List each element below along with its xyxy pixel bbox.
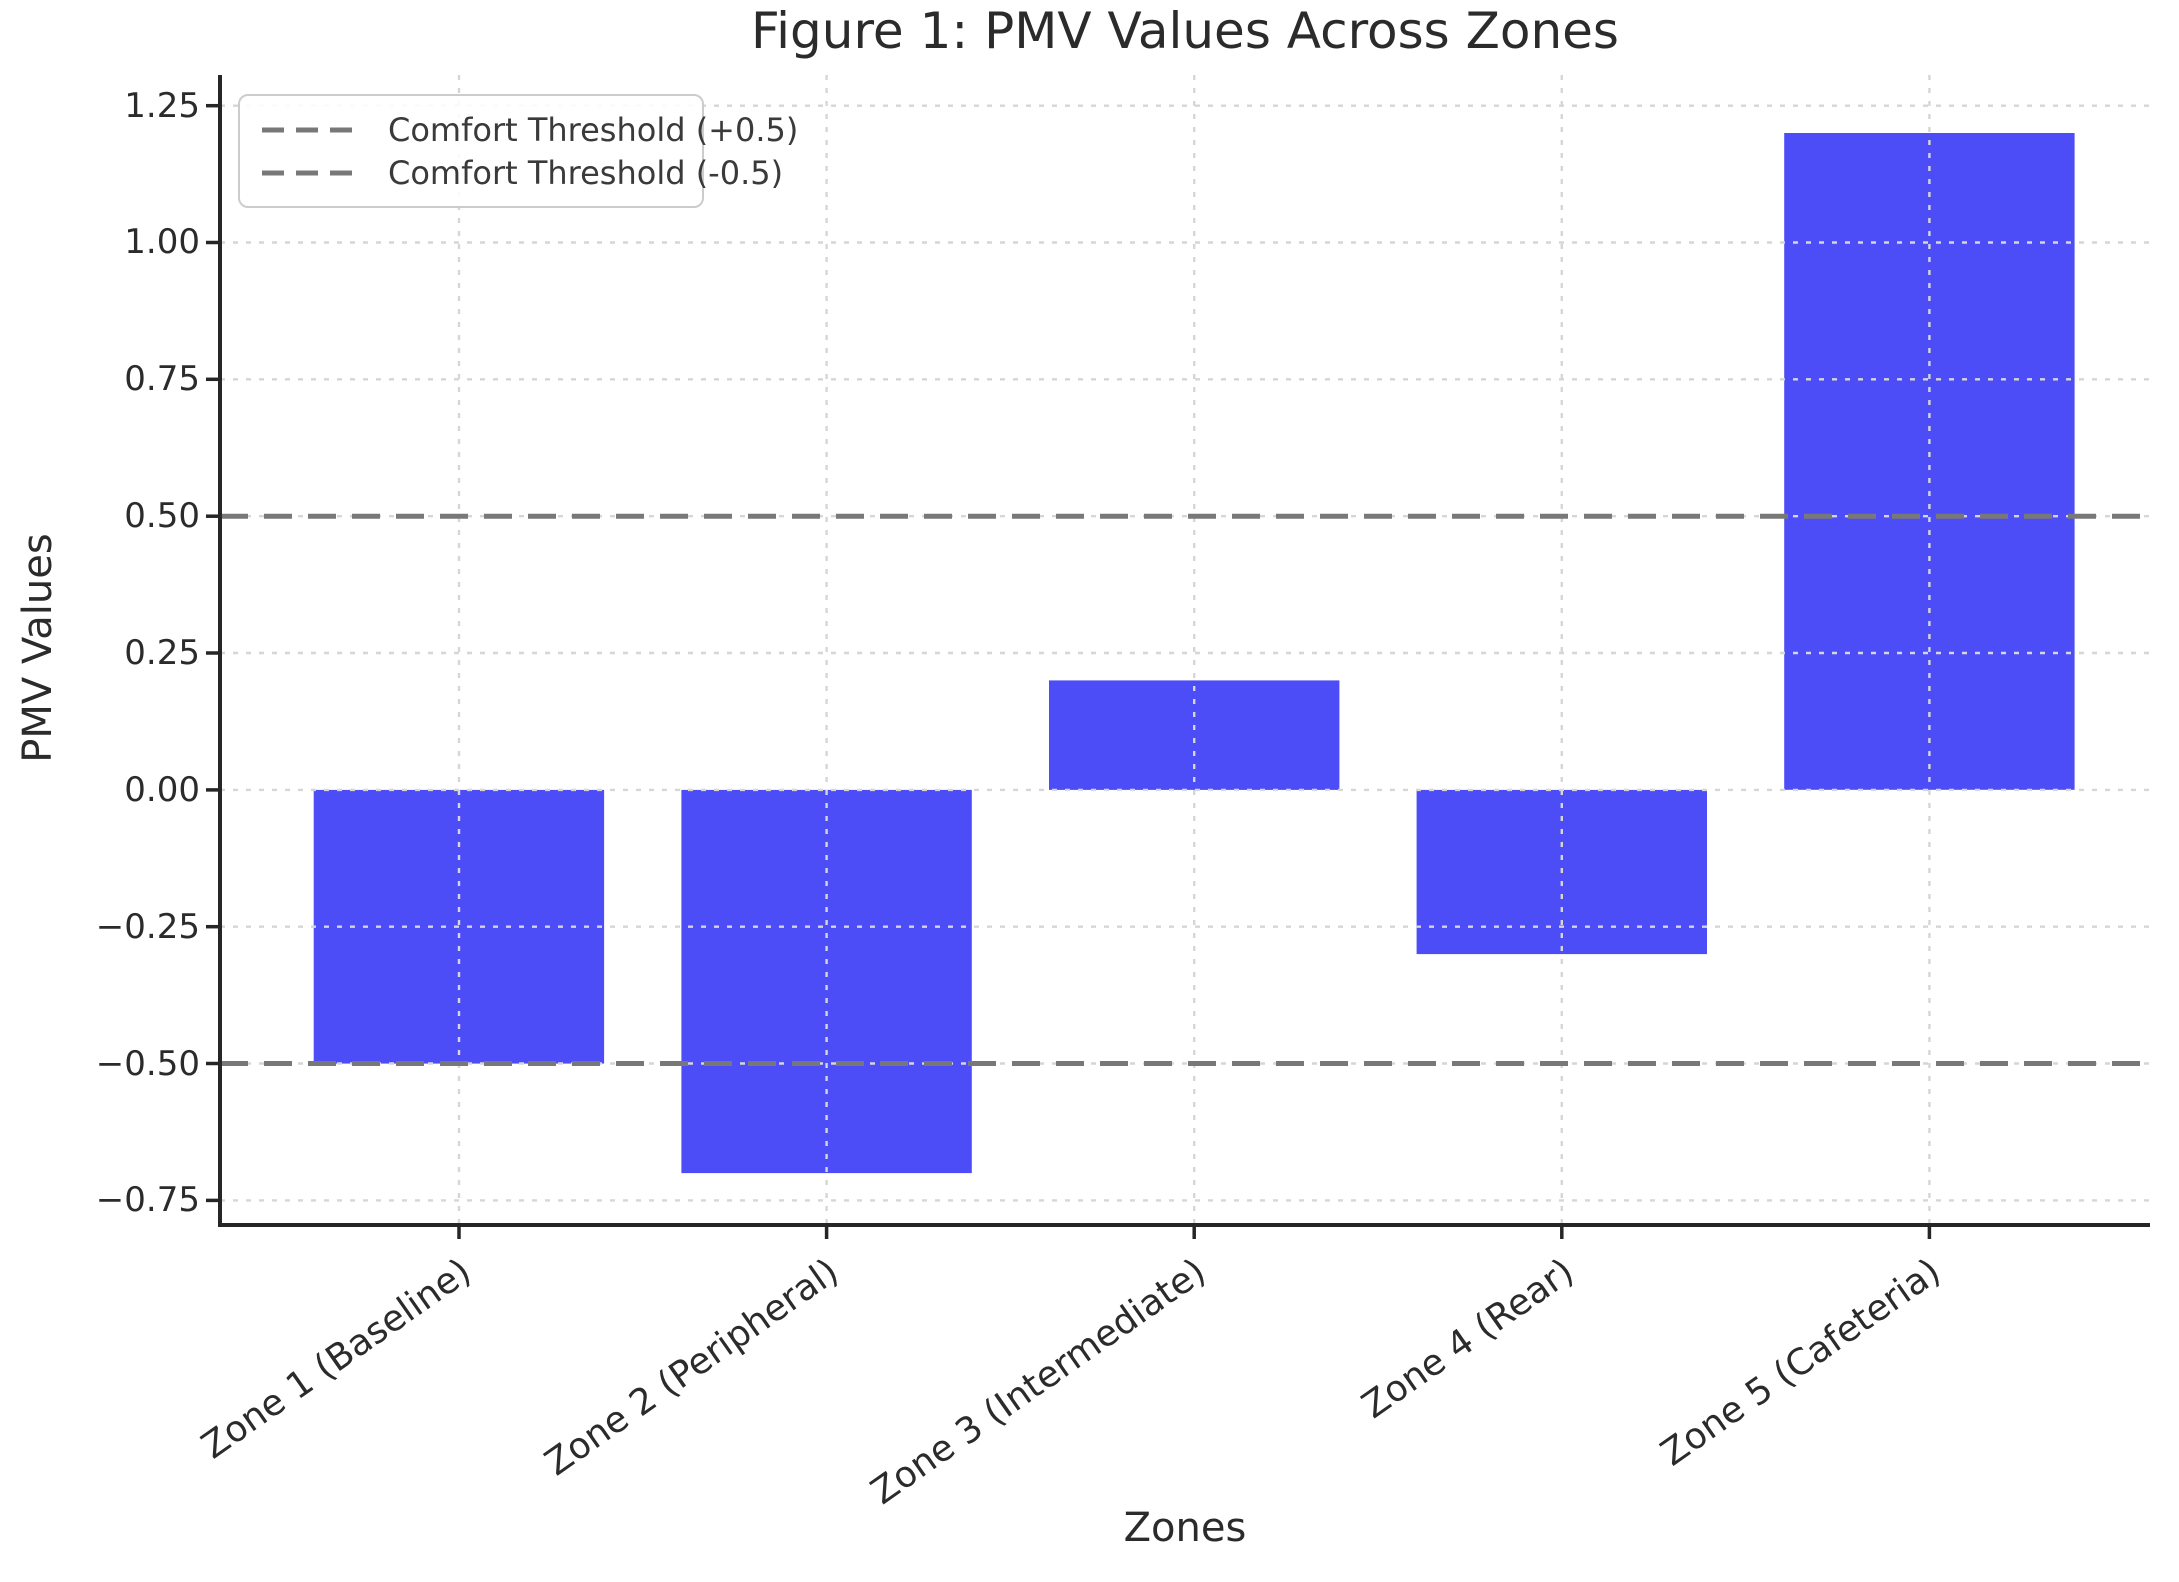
y-tick-label: 1.25 xyxy=(124,86,200,126)
bar-zone-3 xyxy=(1049,680,1340,790)
legend-entry-upper-threshold: Comfort Threshold (+0.5) xyxy=(262,111,798,149)
y-tick-label: −0.50 xyxy=(95,1044,200,1084)
y-tick-label: −0.75 xyxy=(95,1180,200,1220)
y-tick-label: −0.25 xyxy=(95,907,200,947)
legend-entry-lower-threshold: Comfort Threshold (-0.5) xyxy=(262,154,783,192)
y-tick-label: 0.25 xyxy=(124,633,200,673)
x-axis-label: Zones xyxy=(1123,1505,1247,1551)
bar-zone-2 xyxy=(681,789,972,1174)
y-tick-label: 0.50 xyxy=(124,496,200,536)
y-axis-label: PMV Values xyxy=(15,533,61,763)
legend: Comfort Threshold (+0.5) Comfort Thresho… xyxy=(238,94,798,208)
legend-label: Comfort Threshold (-0.5) xyxy=(388,153,784,192)
y-tick-label: 0.00 xyxy=(124,770,200,810)
y-tick-label: 1.00 xyxy=(124,222,200,262)
y-tick-label: 0.75 xyxy=(124,359,200,399)
chart-title: Figure 1: PMV Values Across Zones xyxy=(751,2,1619,60)
dashed-line-swatch-icon xyxy=(262,127,358,132)
legend-label: Comfort Threshold (+0.5) xyxy=(388,110,799,149)
dashed-line-swatch-icon xyxy=(262,170,358,175)
